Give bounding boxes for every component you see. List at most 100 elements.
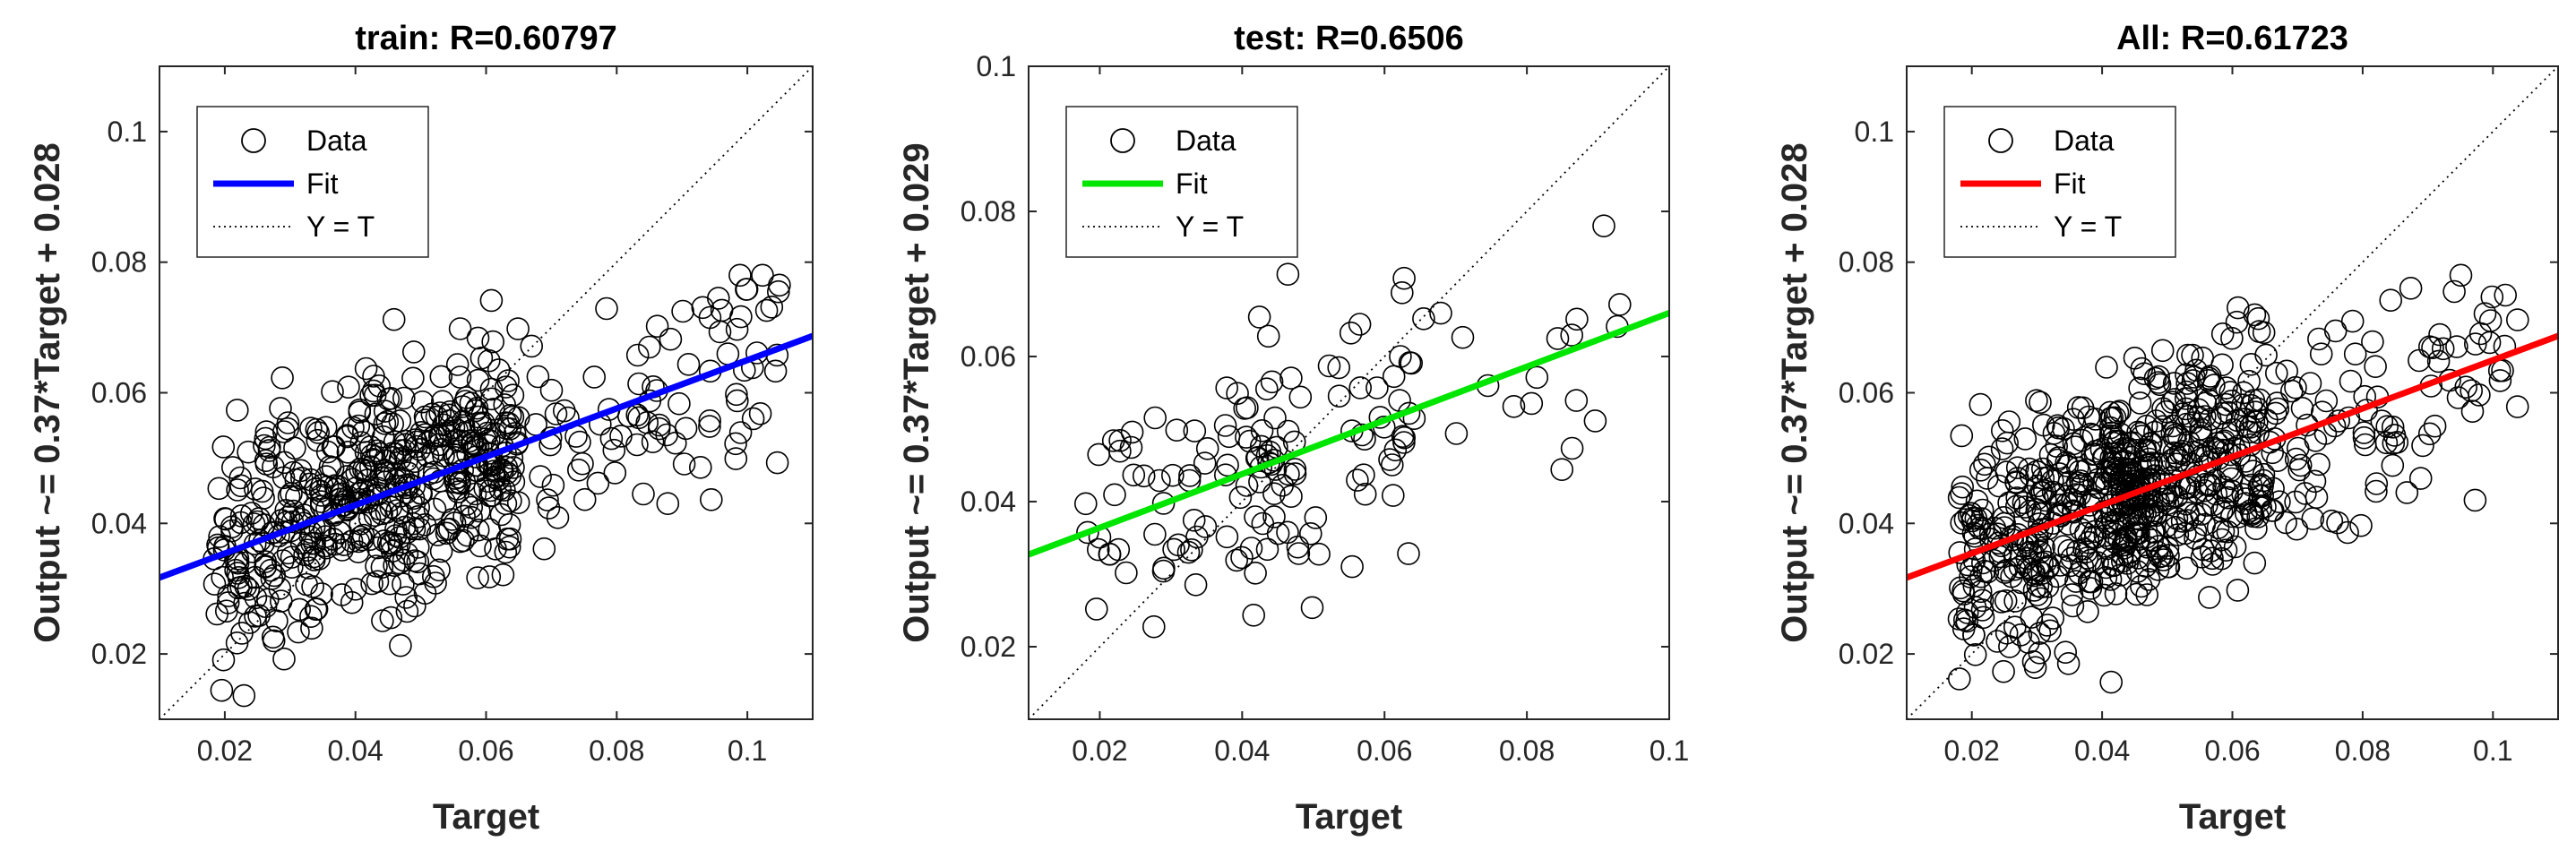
data-point bbox=[502, 456, 525, 479]
plot-content bbox=[1907, 66, 2558, 719]
data-point bbox=[663, 431, 687, 455]
legend-marker-data bbox=[1988, 128, 2013, 153]
data-point bbox=[392, 548, 416, 572]
data-point bbox=[2352, 425, 2376, 450]
data-point bbox=[2246, 306, 2270, 331]
data-point bbox=[506, 491, 530, 515]
data-point bbox=[1608, 293, 1632, 316]
data-point bbox=[1973, 452, 1996, 477]
data-point bbox=[2184, 527, 2207, 550]
data-point bbox=[232, 683, 256, 708]
data-point bbox=[432, 443, 455, 468]
data-point bbox=[2248, 388, 2271, 412]
data-point bbox=[2176, 343, 2200, 367]
data-point bbox=[466, 326, 490, 350]
data-point bbox=[315, 475, 340, 499]
data-point bbox=[2175, 363, 2198, 387]
data-point bbox=[728, 263, 752, 288]
data-point bbox=[1950, 424, 1974, 448]
chart-title: All: R=0.61723 bbox=[2116, 20, 2348, 57]
data-point bbox=[1983, 516, 2007, 540]
data-point bbox=[248, 528, 271, 553]
legend-label: Data bbox=[306, 125, 367, 157]
data-point bbox=[1242, 603, 1265, 627]
data-point bbox=[269, 397, 292, 420]
data-point bbox=[2012, 491, 2036, 515]
data-point bbox=[272, 647, 296, 671]
data-point bbox=[2176, 404, 2201, 428]
data-point bbox=[2112, 537, 2136, 560]
legend-marker-data bbox=[1110, 128, 1135, 153]
data-point bbox=[366, 570, 390, 594]
data-point bbox=[254, 420, 279, 443]
data-point bbox=[420, 426, 444, 450]
data-point bbox=[526, 365, 550, 389]
data-point bbox=[2019, 463, 2043, 487]
data-point bbox=[2071, 554, 2095, 579]
data-point bbox=[2219, 467, 2244, 491]
data-point bbox=[698, 305, 722, 330]
data-point bbox=[1143, 406, 1167, 430]
data-point bbox=[2352, 421, 2376, 444]
data-point bbox=[1262, 482, 1286, 506]
data-point bbox=[2005, 486, 2029, 510]
data-point bbox=[1366, 376, 1389, 399]
data-point bbox=[2480, 285, 2504, 309]
data-point bbox=[395, 542, 419, 566]
data-point bbox=[478, 565, 502, 588]
x-axis-label: Target bbox=[1296, 797, 1402, 837]
data-point bbox=[1132, 464, 1156, 488]
data-point bbox=[1286, 535, 1310, 559]
data-point bbox=[1951, 475, 1974, 499]
data-point bbox=[211, 435, 236, 459]
data-point bbox=[276, 411, 300, 434]
data-point bbox=[2326, 511, 2349, 535]
data-point bbox=[2046, 414, 2070, 438]
data-point bbox=[2349, 513, 2373, 537]
data-point bbox=[1119, 435, 1143, 460]
legend-label: Y = T bbox=[1176, 210, 1244, 243]
data-point bbox=[2003, 543, 2027, 567]
plot-content bbox=[159, 66, 813, 719]
data-point bbox=[2125, 560, 2150, 583]
data-point bbox=[2287, 458, 2311, 482]
data-point bbox=[2021, 542, 2045, 566]
data-point bbox=[2426, 349, 2451, 374]
data-point bbox=[2070, 428, 2094, 452]
data-point bbox=[1178, 464, 1202, 487]
data-point bbox=[437, 403, 461, 427]
data-point bbox=[2249, 473, 2272, 496]
y-tick-label: 0.02 bbox=[91, 638, 147, 670]
data-point bbox=[2147, 371, 2170, 394]
data-point bbox=[1216, 453, 1239, 477]
data-point bbox=[1317, 354, 1341, 378]
data-point bbox=[410, 390, 435, 414]
data-point bbox=[416, 431, 440, 454]
legend-label: Fit bbox=[2054, 168, 2086, 200]
data-point bbox=[2305, 485, 2329, 510]
data-point bbox=[2061, 594, 2085, 618]
data-point bbox=[460, 495, 484, 520]
data-point bbox=[2395, 481, 2419, 504]
data-point bbox=[1525, 365, 1549, 390]
data-point bbox=[354, 460, 378, 483]
data-point bbox=[2274, 511, 2297, 535]
data-point bbox=[1225, 548, 1248, 572]
data-point bbox=[1397, 542, 1420, 565]
data-point bbox=[1560, 323, 1583, 347]
data-point bbox=[437, 419, 461, 443]
data-point bbox=[1215, 376, 1238, 399]
data-point bbox=[2026, 486, 2049, 511]
data-point bbox=[2056, 651, 2081, 675]
data-point bbox=[1982, 548, 2005, 572]
data-point bbox=[1991, 418, 2014, 442]
data-point bbox=[2162, 372, 2186, 395]
data-point bbox=[724, 447, 748, 470]
data-point bbox=[354, 356, 378, 381]
data-point bbox=[2092, 583, 2116, 607]
plot-content bbox=[1029, 66, 1669, 719]
data-point bbox=[2175, 372, 2199, 395]
data-point bbox=[379, 606, 403, 630]
data-point bbox=[1382, 365, 1406, 389]
data-point bbox=[2031, 457, 2055, 481]
